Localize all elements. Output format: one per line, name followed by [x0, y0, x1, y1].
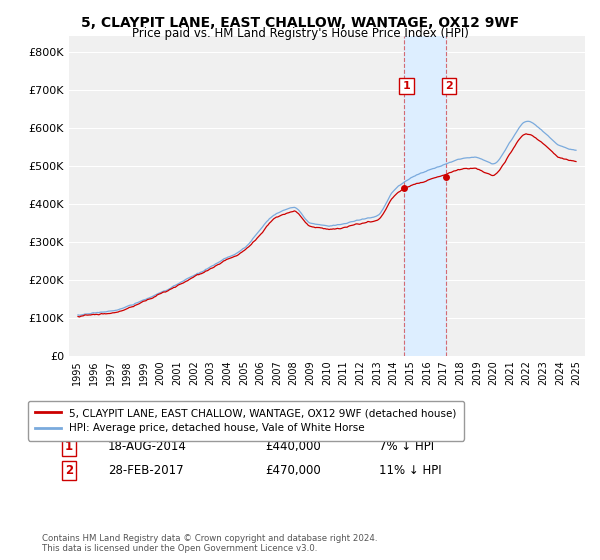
Text: Price paid vs. HM Land Registry's House Price Index (HPI): Price paid vs. HM Land Registry's House …: [131, 27, 469, 40]
Bar: [404, 36, 446, 356]
Text: 5, CLAYPIT LANE, EAST CHALLOW, WANTAGE, OX12 9WF: 5, CLAYPIT LANE, EAST CHALLOW, WANTAGE, …: [81, 16, 519, 30]
Legend: 5, CLAYPIT LANE, EAST CHALLOW, WANTAGE, OX12 9WF (detached house), HPI: Average : 5, CLAYPIT LANE, EAST CHALLOW, WANTAGE, …: [28, 401, 464, 441]
Text: 11% ↓ HPI: 11% ↓ HPI: [379, 464, 441, 477]
Text: 1: 1: [65, 440, 73, 453]
Text: 7% ↓ HPI: 7% ↓ HPI: [379, 440, 434, 453]
Text: Contains HM Land Registry data © Crown copyright and database right 2024.
This d: Contains HM Land Registry data © Crown c…: [42, 534, 377, 553]
Text: £470,000: £470,000: [265, 464, 321, 477]
Text: £440,000: £440,000: [265, 440, 321, 453]
Text: 2: 2: [65, 464, 73, 477]
Text: 28-FEB-2017: 28-FEB-2017: [108, 464, 184, 477]
Text: 1: 1: [403, 81, 410, 91]
Text: 2: 2: [445, 81, 452, 91]
Text: 18-AUG-2014: 18-AUG-2014: [108, 440, 187, 453]
